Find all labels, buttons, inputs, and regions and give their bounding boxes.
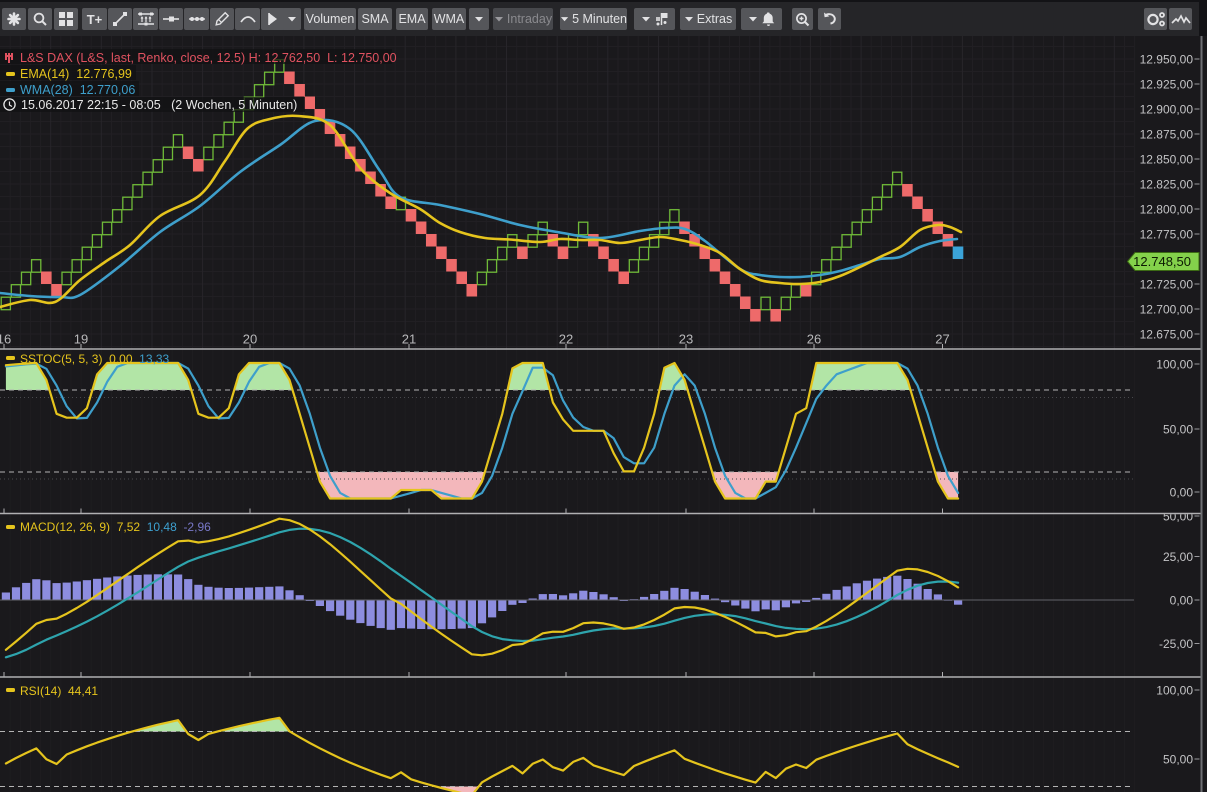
svg-text:22: 22	[559, 332, 573, 347]
svg-text:19: 19	[74, 332, 88, 347]
svg-text:12.925,00: 12.925,00	[1140, 77, 1194, 91]
svg-text:0,00: 0,00	[1170, 593, 1194, 607]
svg-text:12.725,00: 12.725,00	[1140, 277, 1194, 291]
svg-text:27: 27	[935, 332, 949, 347]
svg-text:0,00: 0,00	[1170, 485, 1194, 499]
svg-text:25,00: 25,00	[1163, 550, 1193, 564]
svg-text:MACD(12, 26, 9) 7,52 10,48: MACD(12, 26, 9) 7,52 10,48 -2,96	[20, 520, 211, 534]
svg-text:RSI(14) 44,41: RSI(14) 44,41	[20, 684, 98, 698]
svg-text:12.825,00: 12.825,00	[1140, 177, 1194, 191]
svg-text:12.875,00: 12.875,00	[1140, 127, 1194, 141]
svg-text:21: 21	[402, 332, 416, 347]
svg-text:12.748,50: 12.748,50	[1133, 254, 1191, 269]
svg-text:12.675,00: 12.675,00	[1140, 327, 1194, 341]
svg-text:26: 26	[807, 332, 821, 347]
svg-text:12.850,00: 12.850,00	[1140, 152, 1194, 166]
svg-text:100,00: 100,00	[1156, 683, 1193, 697]
svg-text:23: 23	[679, 332, 693, 347]
svg-text:SSTOC(5, 5, 3) 0,00 13,33: SSTOC(5, 5, 3) 0,00 13,33	[20, 352, 170, 366]
svg-text:50,00: 50,00	[1163, 752, 1193, 766]
svg-text:12.950,00: 12.950,00	[1140, 52, 1194, 66]
svg-text:EMA(14) 12.776,99: EMA(14) 12.776,99	[20, 67, 132, 81]
svg-text:12.775,00: 12.775,00	[1140, 227, 1194, 241]
svg-text:WMA(28) 12.770,06: WMA(28) 12.770,06	[20, 83, 135, 97]
svg-text:100,00: 100,00	[1156, 357, 1193, 371]
svg-text:50,00: 50,00	[1163, 422, 1193, 436]
svg-text:16: 16	[0, 332, 11, 347]
svg-text:L&S DAX (L&S, last, Renko, clo: L&S DAX (L&S, last, Renko, close, 12.5) …	[20, 51, 397, 65]
svg-text:-25,00: -25,00	[1159, 637, 1193, 651]
svg-text:12.900,00: 12.900,00	[1140, 102, 1194, 116]
svg-text:12.700,00: 12.700,00	[1140, 302, 1194, 316]
svg-text:50,00: 50,00	[1163, 509, 1193, 523]
svg-text:20: 20	[243, 332, 257, 347]
svg-text:15.06.2017 22:15 - 08:05 (2: 15.06.2017 22:15 - 08:05 (2 Wochen, 5 Mi…	[21, 98, 297, 112]
svg-text:12.800,00: 12.800,00	[1140, 202, 1194, 216]
